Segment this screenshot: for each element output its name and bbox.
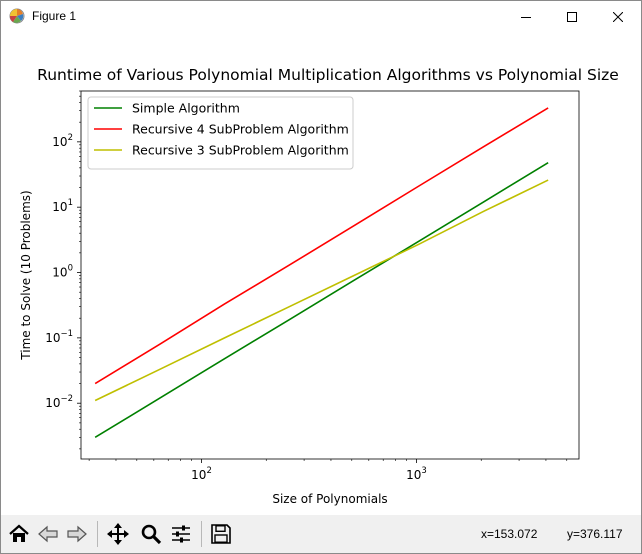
window-title: Figure 1: [32, 9, 77, 23]
x-tick-label: 103: [406, 466, 427, 482]
series-layer: [94, 107, 549, 439]
series-line-3: [94, 179, 549, 402]
axes-frame: [80, 90, 580, 460]
cursor-x-readout: x=153.072: [481, 527, 538, 541]
floppy-disk-icon: [211, 524, 231, 544]
legend: Simple Algorithm Recursive 4 SubProblem A…: [87, 96, 354, 170]
figure-canvas[interactable]: Runtime of Various Polynomial Multiplica…: [1, 32, 641, 515]
close-icon: [613, 11, 623, 22]
title-bar[interactable]: Figure 1: [1, 1, 641, 32]
forward-arrow-icon: [67, 525, 87, 543]
series-line-2: [94, 107, 549, 385]
back-arrow-icon: [38, 525, 58, 543]
y-axis-label: Time to Solve (10 Problems): [19, 190, 33, 360]
forward-button[interactable]: [63, 520, 91, 548]
zoom-button[interactable]: [137, 520, 165, 548]
home-icon: [9, 524, 29, 542]
y-tick-label: 102: [52, 133, 73, 149]
chart-title: Runtime of Various Polynomial Multiplica…: [37, 66, 619, 84]
toolbar-separator: [201, 521, 202, 547]
line-chart: Runtime of Various Polynomial Multiplica…: [19, 66, 619, 506]
cursor-y-readout: y=376.117: [567, 527, 623, 541]
legend-label: Recursive 3 SubProblem Algorithm: [132, 143, 349, 158]
y-tick-label: 10−1: [45, 329, 73, 345]
x-tick-label: 102: [191, 466, 212, 482]
y-tick-label: 100: [52, 264, 73, 280]
sliders-icon: [172, 525, 190, 543]
maximize-icon: [567, 11, 577, 22]
legend-label: Simple Algorithm: [132, 101, 240, 116]
y-tick-label: 10−2: [45, 394, 73, 410]
back-button[interactable]: [34, 520, 62, 548]
y-tick-label: 101: [52, 198, 73, 214]
legend-label: Recursive 4 SubProblem Algorithm: [132, 122, 349, 137]
home-button[interactable]: [5, 520, 33, 548]
minimize-button[interactable]: [503, 1, 549, 32]
close-button[interactable]: [595, 1, 641, 32]
x-axis-label: Size of Polynomials: [272, 492, 387, 506]
series-line-1: [94, 161, 549, 439]
pan-button[interactable]: [104, 520, 132, 548]
toolbar-separator: [97, 521, 98, 547]
minimize-icon: [521, 16, 531, 18]
pan-move-icon: [107, 523, 129, 545]
matplotlib-logo-icon: [9, 8, 25, 24]
navigation-toolbar: x=153.072 y=376.117: [1, 515, 641, 553]
save-button[interactable]: [207, 520, 235, 548]
maximize-button[interactable]: [549, 1, 595, 32]
magnifier-icon: [141, 524, 162, 545]
configure-subplots-button[interactable]: [167, 520, 195, 548]
legend-box: [87, 96, 354, 170]
